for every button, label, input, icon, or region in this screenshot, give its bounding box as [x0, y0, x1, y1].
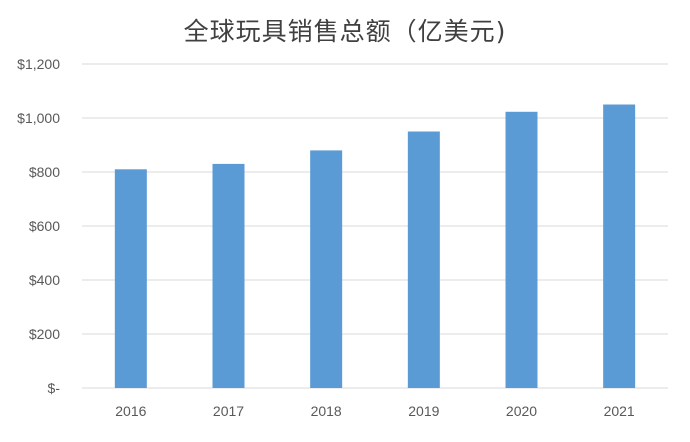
x-tick-label: 2016	[115, 403, 146, 419]
bars	[114, 104, 636, 388]
y-tick-label: $800	[29, 164, 60, 180]
y-tick-label: $200	[29, 326, 60, 342]
y-axis-ticks: $- $200 $400 $600 $800 $1,000 $1,200	[17, 56, 60, 396]
y-tick-label: $-	[48, 380, 61, 396]
x-axis-ticks: 2016 2017 2018 2019 2020 2021	[115, 403, 635, 419]
chart-title: 全球玩具销售总额（亿美元)	[183, 17, 507, 46]
x-tick-label: 2020	[506, 403, 537, 419]
x-tick-label: 2017	[213, 403, 244, 419]
y-tick-label: $600	[29, 218, 60, 234]
gridlines	[82, 63, 668, 389]
x-tick-label: 2019	[408, 403, 439, 419]
x-tick-label: 2021	[604, 403, 635, 419]
bar-2018	[310, 150, 343, 388]
bar-2021	[603, 104, 636, 388]
y-tick-label: $1,200	[17, 56, 60, 72]
bar-2019	[407, 131, 440, 388]
y-tick-label: $400	[29, 272, 60, 288]
bar-2017	[212, 163, 245, 388]
bar-2020	[505, 111, 538, 388]
x-tick-label: 2018	[311, 403, 342, 419]
y-tick-label: $1,000	[17, 110, 60, 126]
bar-2016	[114, 169, 147, 388]
